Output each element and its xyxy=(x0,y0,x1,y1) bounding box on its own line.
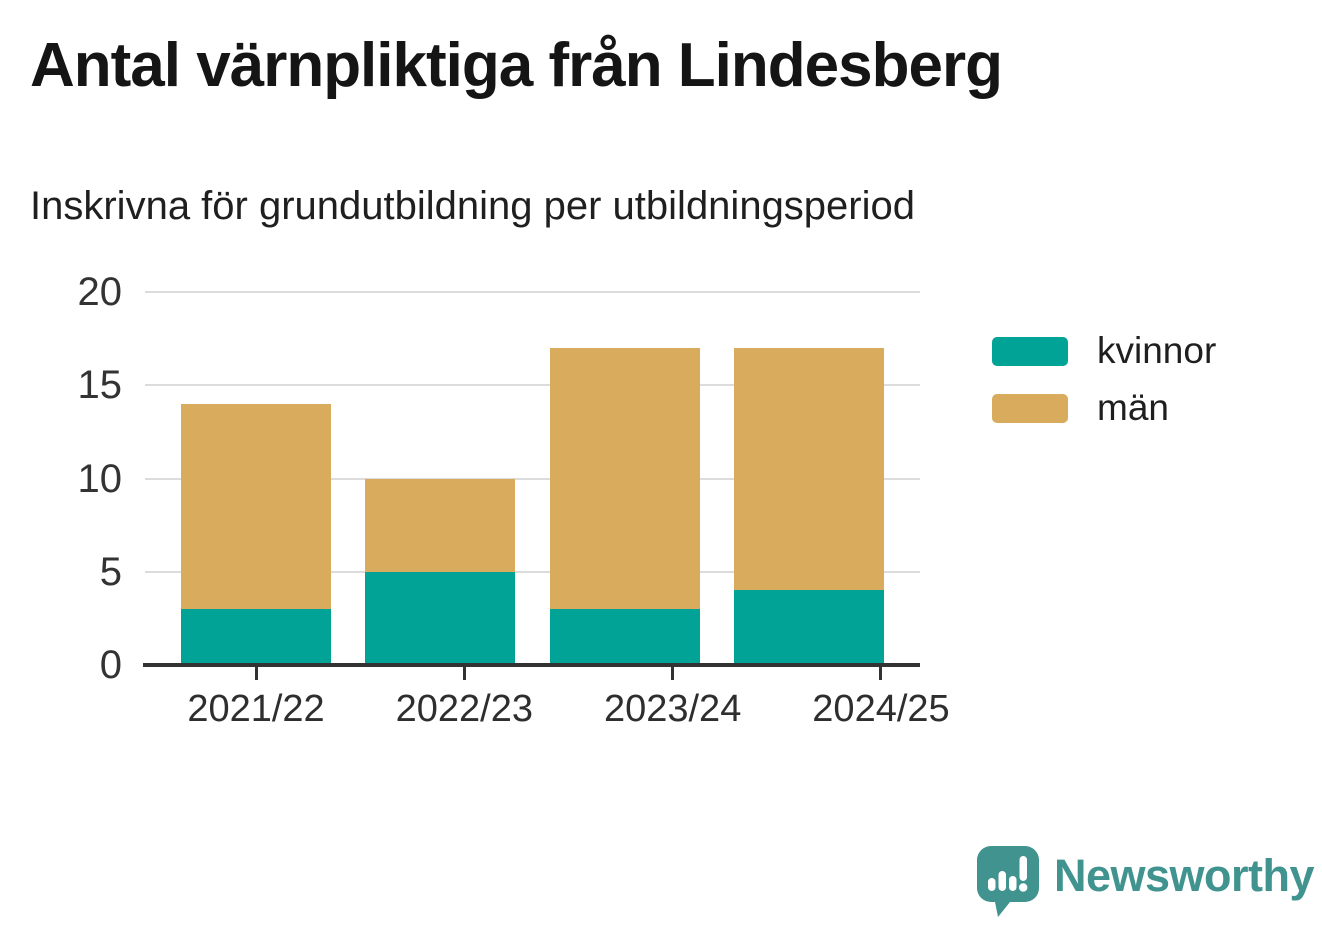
y-tick-label-5: 5 xyxy=(99,549,122,594)
x-category-label-2023-24: 2023/24 xyxy=(603,688,742,730)
chart-legend: kvinnor män xyxy=(992,330,1216,429)
x-category-label-2021-22: 2021/22 xyxy=(187,688,325,730)
x-tick-mark-2022-23 xyxy=(462,667,466,680)
x-tick-cell-2024-25 xyxy=(806,667,956,680)
x-category-label-2024-25: 2024/25 xyxy=(812,688,950,730)
y-tick-label-10: 10 xyxy=(77,456,123,501)
y-tick-label-15: 15 xyxy=(77,363,123,408)
bars-container xyxy=(145,292,920,665)
bar-segment-män-2021-22 xyxy=(181,403,331,610)
gridline-20 xyxy=(145,291,920,293)
bar-2021-22 xyxy=(181,292,331,665)
bar-segment-kvinnor-2023-24 xyxy=(549,609,700,665)
gridline-5 xyxy=(145,570,920,573)
y-axis-labels: 0 5 10 15 20 xyxy=(0,272,126,685)
brand-footer: Newsworthy xyxy=(975,844,1315,918)
bar-segment-män-2024-25 xyxy=(733,347,884,591)
legend-swatch-män xyxy=(992,393,1068,423)
legend-label-män: män xyxy=(1097,387,1169,428)
bar-2023-24 xyxy=(549,292,700,665)
x-axis-category-labels: 2021/22 2022/23 2023/24 2024/25 xyxy=(145,688,992,731)
x-tick-cell-2021-22 xyxy=(181,667,331,680)
legend-item-kvinnor: kvinnor xyxy=(992,330,1216,372)
newsworthy-logo-icon xyxy=(977,846,1039,917)
legend-label-kvinnor: kvinnor xyxy=(1097,330,1217,371)
bar-segment-män-2023-24 xyxy=(549,347,700,610)
chart-subtitle: Inskrivna för grundutbildning per utbild… xyxy=(30,184,915,228)
bar-2022-23 xyxy=(365,292,516,665)
x-axis-line xyxy=(143,663,920,667)
gridline-10 xyxy=(145,477,920,480)
x-category-label-2022-23: 2022/23 xyxy=(395,688,534,730)
plot-area xyxy=(143,291,920,667)
x-tick-mark-2024-25 xyxy=(879,667,883,680)
bar-segment-kvinnor-2021-22 xyxy=(181,609,331,665)
bar-2024-25 xyxy=(733,292,884,665)
bar-segment-kvinnor-2022-23 xyxy=(365,571,516,665)
x-tick-mark-2021-22 xyxy=(254,667,258,680)
x-tick-mark-2023-24 xyxy=(671,667,675,680)
legend-item-män: män xyxy=(992,387,1216,429)
x-tick-cell-2022-23 xyxy=(389,667,539,680)
y-tick-label-20: 20 xyxy=(77,270,123,314)
legend-swatch-kvinnor xyxy=(992,336,1068,366)
brand-name: Newsworthy xyxy=(1054,850,1315,901)
y-tick-label-0: 0 xyxy=(99,643,122,687)
x-axis-ticks xyxy=(145,667,992,680)
gridline-15 xyxy=(145,384,920,387)
bar-segment-män-2022-23 xyxy=(365,478,516,572)
x-tick-cell-2023-24 xyxy=(598,667,748,680)
chart-title: Antal värnpliktiga från Lindesberg xyxy=(30,31,1003,100)
bar-segment-kvinnor-2024-25 xyxy=(733,590,884,665)
